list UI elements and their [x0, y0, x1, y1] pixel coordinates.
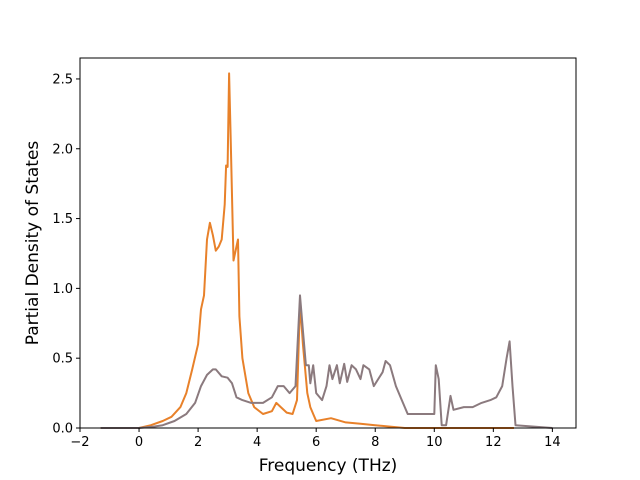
- x-tick-label: 0: [135, 435, 143, 450]
- x-axis-label: Frequency (THz): [259, 456, 398, 476]
- y-tick-label: 0.0: [52, 422, 73, 437]
- x-tick-label: −2: [70, 435, 89, 450]
- plot-frame: [79, 57, 577, 429]
- y-tick-label: 2.5: [52, 72, 73, 87]
- y-tick-label: 1.5: [52, 212, 73, 227]
- x-tick-label: 2: [194, 435, 202, 450]
- y-axis-label: Partial Density of States: [23, 141, 43, 346]
- y-axis-ticks: 0.0 0.5 1.0 1.5 2.0 2.5: [52, 72, 80, 437]
- series-line-2: [100, 294, 553, 429]
- series-lines: [100, 72, 553, 429]
- x-tick-label: 14: [544, 435, 561, 450]
- x-tick-label: 10: [426, 435, 443, 450]
- y-tick-label: 2.0: [52, 142, 73, 157]
- series-line-1: [100, 72, 514, 429]
- x-tick-label: 8: [371, 435, 379, 450]
- y-tick-label: 0.5: [52, 352, 73, 367]
- y-tick-label: 1.0: [52, 282, 73, 297]
- x-tick-label: 4: [253, 435, 261, 450]
- x-tick-label: 6: [312, 435, 320, 450]
- x-tick-label: 12: [485, 435, 502, 450]
- x-axis-ticks: −2 0 2 4 6 8 10 12 14: [70, 428, 561, 450]
